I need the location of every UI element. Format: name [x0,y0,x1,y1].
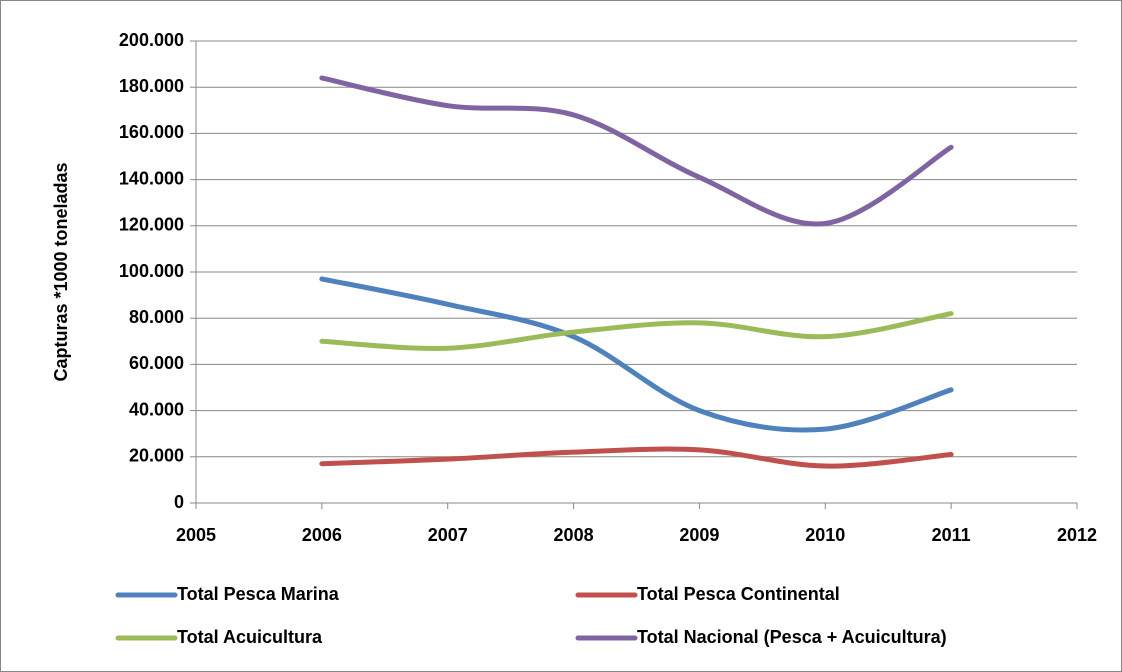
x-tick-label: 2009 [679,525,719,545]
series-line [319,276,954,433]
y-tick-label: 180.000 [119,76,184,96]
y-tick-label: 140.000 [119,168,184,188]
x-tick-label: 2007 [428,525,468,545]
y-tick-label: 80.000 [129,307,184,327]
y-tick-label: 40.000 [129,399,184,419]
y-tick-label: 120.000 [119,215,184,235]
x-tick-label: 2005 [176,525,216,545]
x-tick-label: 2006 [302,525,342,545]
y-axis-title: Capturas *1000 toneladas [51,162,71,381]
y-tick-label: 200.000 [119,30,184,50]
y-tick-label: 160.000 [119,122,184,142]
y-tick-label: 0 [174,492,184,512]
y-tick-label: 60.000 [129,353,184,373]
legend-label: Total Pesca Marina [177,584,340,604]
x-tick-label: 2010 [805,525,845,545]
x-tick-label: 2008 [554,525,594,545]
series-line [319,446,954,469]
y-tick-label: 20.000 [129,446,184,466]
legend-label: Total Nacional (Pesca + Acuicultura) [637,627,947,647]
legend-label: Total Pesca Continental [637,584,840,604]
x-tick-label: 2011 [932,525,971,545]
x-tick-label: 2012 [1057,525,1097,545]
legend-label: Total Acuicultura [177,627,323,647]
y-tick-label: 100.000 [119,261,184,281]
series-line [319,311,954,351]
series-line [319,75,954,227]
